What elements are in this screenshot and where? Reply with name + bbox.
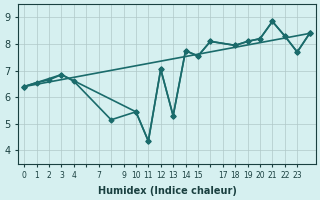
X-axis label: Humidex (Indice chaleur): Humidex (Indice chaleur): [98, 186, 236, 196]
